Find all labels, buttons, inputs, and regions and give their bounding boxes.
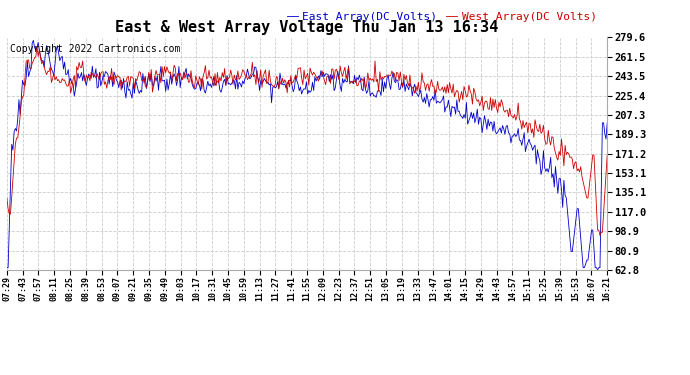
East Array(DC Volts) [593, 267, 602, 272]
East Array(DC Volts) [293, 79, 301, 83]
Text: Copyright 2022 Cartronics.com: Copyright 2022 Cartronics.com [10, 45, 180, 54]
West Array(DC Volts) [496, 105, 504, 109]
West Array(DC Volts) [590, 153, 598, 157]
West Array(DC Volts) [328, 67, 337, 71]
West Array(DC Volts) [293, 76, 301, 81]
East Array(DC Volts) [328, 73, 337, 77]
Title: East & West Array Voltage Thu Jan 13 16:34: East & West Array Voltage Thu Jan 13 16:… [115, 20, 499, 35]
East Array(DC Volts) [603, 121, 611, 125]
East Array(DC Volts) [3, 266, 11, 270]
West Array(DC Volts) [33, 45, 41, 49]
West Array(DC Volts) [362, 87, 370, 92]
East Array(DC Volts) [496, 126, 504, 130]
East Array(DC Volts) [289, 90, 297, 94]
Legend: East Array(DC Volts), West Array(DC Volts): East Array(DC Volts), West Array(DC Volt… [282, 7, 601, 26]
East Array(DC Volts) [29, 38, 37, 43]
West Array(DC Volts) [289, 80, 297, 84]
East Array(DC Volts) [590, 247, 598, 251]
West Array(DC Volts) [3, 196, 11, 200]
West Array(DC Volts) [596, 233, 604, 238]
Line: East Array(DC Volts): East Array(DC Volts) [7, 40, 607, 270]
Line: West Array(DC Volts): West Array(DC Volts) [7, 47, 607, 236]
West Array(DC Volts) [603, 153, 611, 157]
East Array(DC Volts) [362, 86, 370, 91]
